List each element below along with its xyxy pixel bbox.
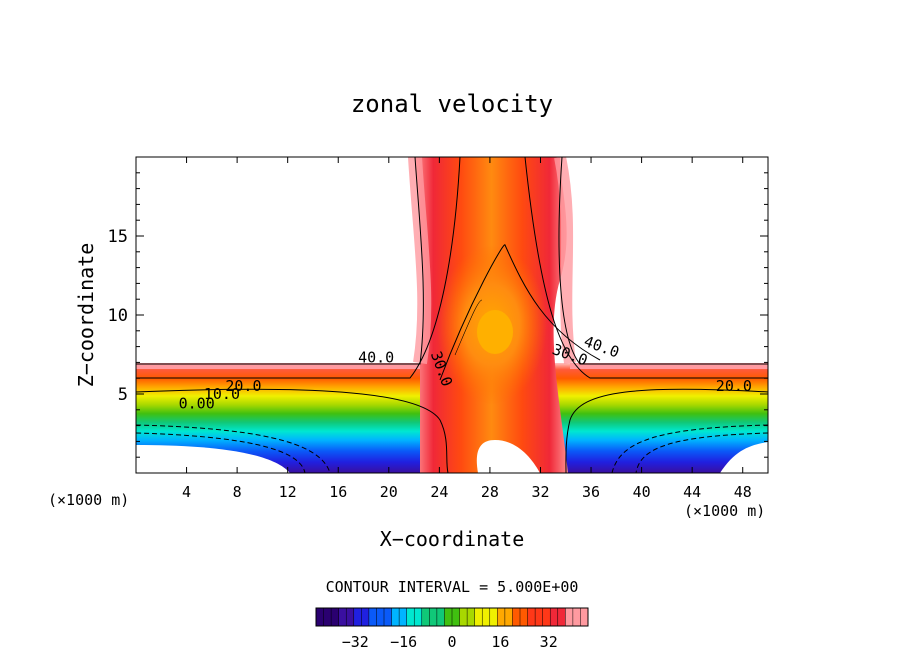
colorbar-swatch <box>527 608 536 626</box>
contour-interval-text: CONTOUR INTERVAL = 5.000E+00 <box>326 578 579 596</box>
x-tick-label: 44 <box>683 483 701 501</box>
x-axis-ticks: 4 8 12 16 20 24 28 32 36 40 44 48 <box>182 157 752 501</box>
x-tick-label: 4 <box>182 483 191 501</box>
colorbar-tick-label: 16 <box>491 633 509 651</box>
colorbar-swatch <box>338 608 347 626</box>
colorbar-frame <box>315 607 589 627</box>
x-tick-label: 36 <box>582 483 600 501</box>
x-tick-label: 40 <box>633 483 651 501</box>
colorbar-tick-label: 0 <box>447 633 456 651</box>
colorbar-swatch <box>399 608 408 626</box>
colorbar-swatch <box>316 608 325 626</box>
x-tick-label: 48 <box>734 483 752 501</box>
colorbar-swatch <box>542 608 551 626</box>
colorbar-swatch <box>346 608 355 626</box>
colorbar-swatch <box>444 608 453 626</box>
x-unit-right: (×1000 m) <box>684 502 765 520</box>
colorbar-swatch <box>331 608 340 626</box>
x-tick-label: 20 <box>380 483 398 501</box>
colorbar-swatch <box>580 608 589 626</box>
y-tick-label: 5 <box>118 385 128 405</box>
contour-label: 20.0 <box>225 377 261 395</box>
chart-title: zonal velocity <box>351 90 553 118</box>
contour-label: 10.0 <box>204 385 240 403</box>
colorbar-swatch <box>489 608 498 626</box>
colorbar-swatch <box>572 608 581 626</box>
y-axis-label: Z−coordinate <box>74 243 98 388</box>
colorbar-swatch <box>467 608 476 626</box>
colorbar-swatch <box>565 608 574 626</box>
colorbar-swatch <box>550 608 559 626</box>
y-axis-ticks: 5 10 15 <box>108 172 768 458</box>
colorbar-swatch <box>323 608 332 626</box>
x-unit-left: (×1000 m) <box>48 491 129 509</box>
colorbar-swatch <box>376 608 385 626</box>
colorbar-swatch <box>368 608 377 626</box>
colorbar-swatch <box>429 608 438 626</box>
colorbar-swatch <box>436 608 445 626</box>
colorbar-swatch <box>353 608 362 626</box>
contour-field <box>136 157 768 473</box>
colorbar-swatch <box>512 608 521 626</box>
colorbar-tick-label: −16 <box>390 633 417 651</box>
contour-label: 40.0 <box>358 349 394 367</box>
contour-label: 20.0 <box>716 377 752 395</box>
colorbar-swatch <box>504 608 513 626</box>
colorbar-swatch <box>421 608 430 626</box>
colorbar <box>315 607 589 627</box>
colorbar-swatch <box>361 608 370 626</box>
colorbar-swatch <box>520 608 529 626</box>
colorbar-swatch <box>414 608 423 626</box>
colorbar-ticks: −32 −16 0 16 32 <box>342 633 558 651</box>
x-tick-label: 28 <box>481 483 499 501</box>
colorbar-swatch <box>497 608 506 626</box>
x-tick-label: 12 <box>279 483 297 501</box>
colorbar-swatch <box>452 608 461 626</box>
y-tick-label: 15 <box>108 227 128 247</box>
contour-label: 0.00 <box>179 394 215 412</box>
colorbar-swatch <box>384 608 393 626</box>
colorbar-swatch <box>459 608 468 626</box>
colorbar-tick-label: 32 <box>540 633 558 651</box>
y-tick-label: 10 <box>108 306 128 326</box>
lower-band-left <box>136 363 440 473</box>
colorbar-swatch <box>557 608 566 626</box>
x-tick-label: 8 <box>233 483 242 501</box>
colorbar-swatch <box>406 608 415 626</box>
colorbar-swatch <box>474 608 483 626</box>
colorbar-tick-label: −32 <box>342 633 369 651</box>
colorbar-swatch <box>391 608 400 626</box>
x-tick-label: 32 <box>531 483 549 501</box>
x-tick-label: 24 <box>430 483 448 501</box>
x-tick-label: 16 <box>329 483 347 501</box>
x-axis-label: X−coordinate <box>380 527 525 551</box>
colorbar-swatch <box>535 608 544 626</box>
colorbar-swatch <box>482 608 491 626</box>
